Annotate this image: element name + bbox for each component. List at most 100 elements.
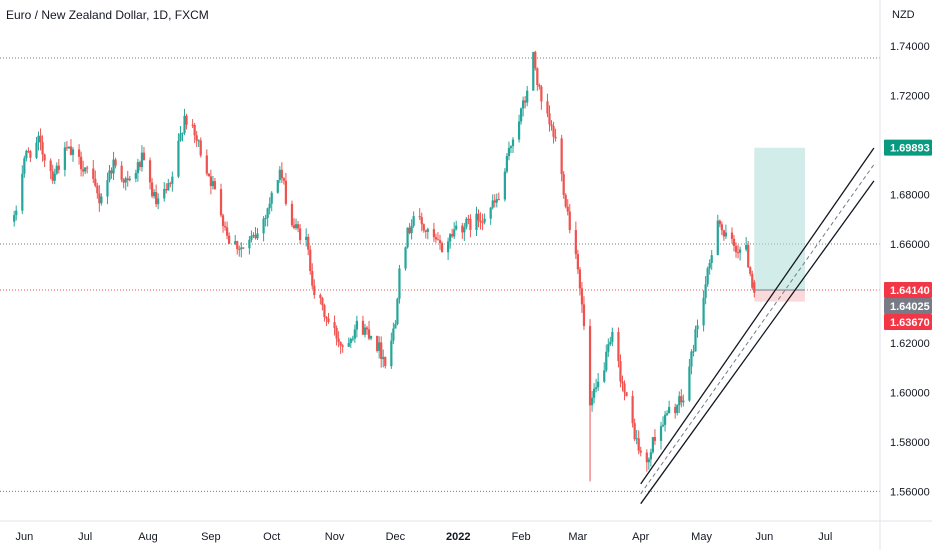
x-tick-label: Sep <box>201 531 221 543</box>
price-tags: 1.69893 1.64140 1.64025 1.63670 <box>884 139 932 330</box>
candle-body <box>732 238 736 246</box>
candle-body <box>453 229 456 237</box>
candle-body <box>704 284 707 298</box>
y-tick-label: 1.56000 <box>890 486 930 498</box>
candle-body <box>724 232 728 237</box>
candle-body <box>234 241 237 244</box>
candle-body <box>240 247 243 250</box>
candle-body <box>680 396 683 403</box>
candle-body <box>434 237 438 240</box>
x-tick-label: Jun <box>756 531 774 543</box>
candle-body <box>55 165 58 174</box>
candle-body <box>380 342 383 360</box>
candle-body <box>41 142 44 155</box>
price-tag-label: 1.64025 <box>890 301 930 313</box>
position-zones <box>754 147 805 302</box>
candle-body <box>221 215 225 227</box>
candle-body <box>191 124 194 126</box>
candle-body <box>674 407 677 413</box>
candle-body <box>623 383 626 393</box>
candle-body <box>250 235 253 240</box>
candle-body <box>526 90 529 103</box>
candle-body <box>100 196 103 204</box>
candle-body <box>211 181 215 187</box>
candle-body <box>597 381 600 388</box>
candle-body <box>493 200 496 203</box>
candle-body <box>53 173 56 181</box>
candle-body <box>21 173 24 211</box>
candle-body <box>688 366 691 401</box>
candle-body <box>335 327 338 339</box>
candle-body <box>333 322 336 328</box>
x-tick-label: 2022 <box>446 531 470 543</box>
candle-body <box>507 148 511 156</box>
candle-body <box>590 397 594 406</box>
candle-body <box>710 255 713 263</box>
x-tick-label: Oct <box>263 531 280 543</box>
candle-body <box>355 320 358 330</box>
candle-body <box>167 183 170 191</box>
candle-body <box>195 135 198 141</box>
candle-body <box>23 158 26 174</box>
candle-body <box>753 282 756 293</box>
x-tick-label: Jun <box>15 531 33 543</box>
candle-body <box>611 331 614 342</box>
currency-label: NZD <box>892 9 915 21</box>
price-tag-label: 1.63670 <box>890 317 930 329</box>
candle-body <box>69 146 73 155</box>
candle-body <box>106 180 109 197</box>
y-tick-label: 1.66000 <box>890 239 930 251</box>
candle-body <box>633 423 636 440</box>
candle-body <box>702 297 705 326</box>
price-tag <box>884 139 932 156</box>
candle-body <box>209 176 212 187</box>
candle-body <box>256 233 259 239</box>
candle-body <box>264 217 267 219</box>
x-tick-label: Aug <box>138 531 158 543</box>
candle-body <box>469 218 472 230</box>
candle-body <box>603 370 606 382</box>
candle-body <box>347 343 350 347</box>
candle-body <box>609 341 612 345</box>
candle-body <box>165 188 168 191</box>
candle-body <box>451 234 454 237</box>
candle-body <box>696 325 699 330</box>
candle-body <box>67 146 71 149</box>
candle-body <box>412 216 415 226</box>
candle-body <box>592 388 596 398</box>
candle-body <box>311 271 314 286</box>
candle-body <box>716 220 719 256</box>
candle-body <box>495 199 498 203</box>
candle-body <box>489 207 492 219</box>
candle-body <box>503 171 506 200</box>
candle-body <box>625 392 628 397</box>
candle-body <box>323 305 326 317</box>
candle-body <box>309 249 312 272</box>
candle-body <box>228 235 231 244</box>
candle-body <box>562 174 565 195</box>
candle-body <box>122 179 125 183</box>
trendline <box>640 147 875 485</box>
candle-body <box>112 159 115 174</box>
candle-body <box>157 198 160 205</box>
candle-body <box>197 140 200 142</box>
x-tick-label: Jul <box>78 531 92 543</box>
candle-body <box>13 215 16 222</box>
candle-body <box>519 108 523 122</box>
candle-body <box>396 298 399 325</box>
candle-body <box>207 173 210 177</box>
candle-body <box>560 138 563 175</box>
candle-body <box>659 426 663 441</box>
candle-body <box>718 220 721 225</box>
candle-body <box>408 227 411 234</box>
candle-body <box>321 298 324 306</box>
candle-body <box>497 199 500 201</box>
candle-body <box>262 218 265 234</box>
candle-body <box>517 121 521 140</box>
price-tag-label: 1.64140 <box>890 285 930 297</box>
candle-body <box>621 381 624 384</box>
y-tick-label: 1.74000 <box>890 41 930 53</box>
candle-body <box>690 351 693 367</box>
candle-body <box>390 340 393 367</box>
